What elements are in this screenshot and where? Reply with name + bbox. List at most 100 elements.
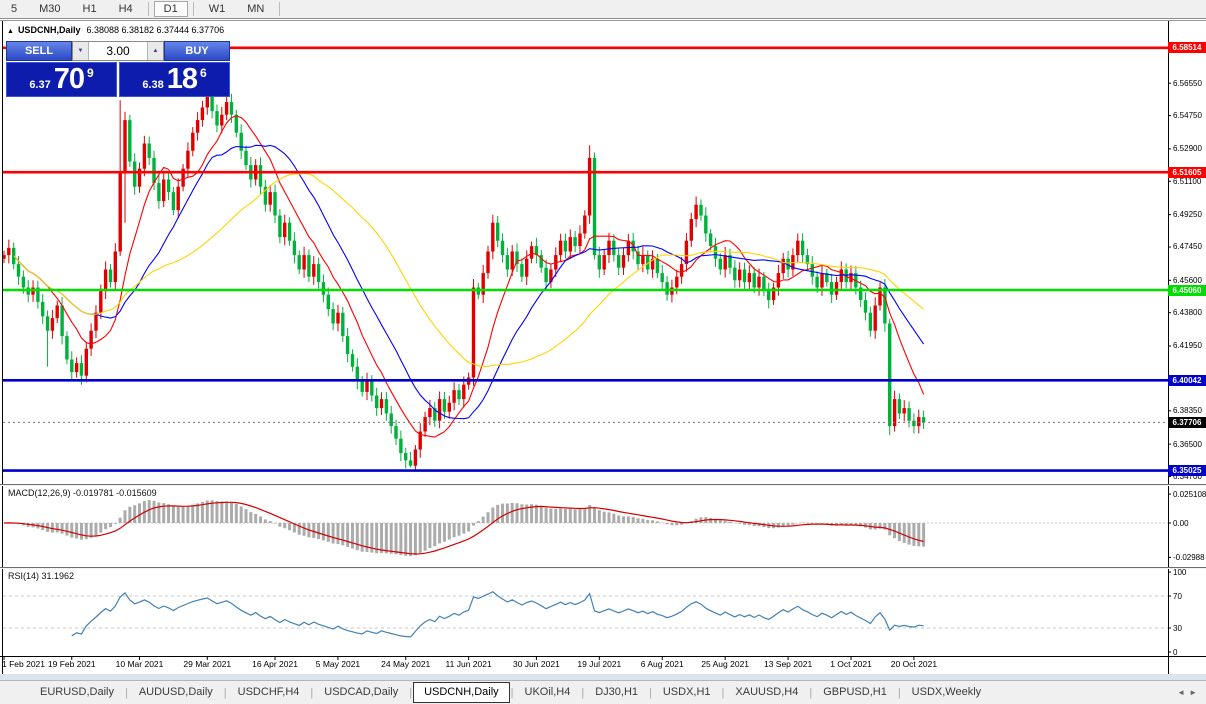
chart-symbol-label: USDCNH,Daily xyxy=(17,25,81,35)
tab-usdcnh-daily[interactable]: USDCNH,Daily xyxy=(413,682,510,703)
date-tick-label: 24 May 2021 xyxy=(381,659,431,669)
price-tick-label: 6.54750 xyxy=(1173,111,1202,121)
tab-separator: | xyxy=(581,686,585,699)
rsi-axis-label: 100 xyxy=(1173,568,1187,577)
tab-separator: | xyxy=(510,686,514,699)
level-price-label: 6.35025 xyxy=(1168,465,1206,477)
chart-tabs-bar: EURUSD,Daily | AUDUSD,Daily | USDCHF,H4 | USDC… xyxy=(0,680,1206,704)
timeframe-button-h4[interactable]: H4 xyxy=(118,3,133,15)
volume-stepper: ▼ 3.00 ▲ xyxy=(72,41,164,61)
sell-price-pips: 70 xyxy=(53,63,85,95)
tabs-scroll-left-icon: ◄ xyxy=(1177,688,1190,697)
chart-title: ▲ USDCNH,Daily 6.38088 6.38182 6.37444 6.3… xyxy=(7,25,224,35)
timeframe-button-m30[interactable]: M30 xyxy=(39,3,61,15)
sell-quote-button[interactable]: 6.37 70 9 xyxy=(6,62,117,97)
tab-ukoil-h4[interactable]: UKOil,H4 xyxy=(524,686,571,698)
date-tick-label: 29 Mar 2021 xyxy=(183,659,232,669)
toolbar-separator xyxy=(147,2,149,16)
tab-xauusd-h4[interactable]: XAUUSD,H4 xyxy=(735,686,799,698)
price-tick-label: 6.41950 xyxy=(1173,341,1202,351)
level-price-label: 6.45060 xyxy=(1168,284,1206,296)
price-tick-label: 6.47450 xyxy=(1173,242,1202,252)
volume-increase-button[interactable]: ▲ xyxy=(147,42,163,60)
date-tick-label: 20 Oct 2021 xyxy=(890,659,938,669)
macd-values: -0.019781 -0.015609 xyxy=(73,488,157,498)
arrow-up-icon: ▲ xyxy=(152,48,159,54)
date-tick-label: 16 Apr 2021 xyxy=(252,659,298,669)
tab-separator: | xyxy=(310,686,314,699)
timeframe-button-mn[interactable]: MN xyxy=(247,3,265,15)
tab-separator: | xyxy=(721,686,725,699)
date-tick-label: 11 Jun 2021 xyxy=(445,659,492,669)
tab-usdcad-daily[interactable]: USDCAD,Daily xyxy=(324,686,399,698)
macd-axis-label: 0.025108 xyxy=(1173,489,1206,499)
sell-price-base: 6.37 xyxy=(29,79,51,91)
date-tick-label: 19 Feb 2021 xyxy=(47,659,96,669)
chart-hscrollbar[interactable] xyxy=(0,674,1206,680)
tab-gbpusd-h1[interactable]: GBPUSD,H1 xyxy=(823,686,887,698)
chart-canvas[interactable] xyxy=(3,23,1168,656)
price-tick-label: 6.49250 xyxy=(1173,210,1202,220)
level-price-label: 6.40042 xyxy=(1168,374,1206,386)
price-tick-label: 6.38350 xyxy=(1173,406,1202,416)
date-tick-label: 1 Oct 2021 xyxy=(830,659,872,669)
buy-price-pips: 18 xyxy=(166,63,198,95)
tab-usdx-h1[interactable]: USDX,H1 xyxy=(662,686,711,698)
sell-button[interactable]: SELL xyxy=(6,41,72,61)
date-tick-label: 13 Sep 2021 xyxy=(763,659,813,669)
tabs-scroll-right-icon: ► xyxy=(1189,688,1201,697)
chart-expand-icon[interactable]: ▲ xyxy=(7,28,14,35)
rsi-axis-label: 30 xyxy=(1173,624,1182,633)
pane-separator-rsi[interactable] xyxy=(0,567,1206,569)
arrow-down-icon: ▼ xyxy=(77,48,84,54)
date-tick-label: 30 Jun 2021 xyxy=(512,659,560,669)
timeframe-button-d1[interactable]: D1 xyxy=(153,1,188,17)
current-price-label: 6.37706 xyxy=(1168,416,1206,428)
tab-audusd-daily[interactable]: AUDUSD,Daily xyxy=(138,686,213,698)
buy-quote-button[interactable]: 6.38 18 6 xyxy=(119,62,230,97)
buy-price-pipette: 6 xyxy=(200,66,207,80)
volume-decrease-button[interactable]: ▼ xyxy=(73,42,89,60)
timeframe-button-w1[interactable]: W1 xyxy=(208,3,226,15)
rsi-axis-label: 70 xyxy=(1173,592,1182,601)
rsi-value: 31.1962 xyxy=(41,571,75,581)
tab-usdx-weekly[interactable]: USDX,Weekly xyxy=(911,686,982,698)
tab-separator: | xyxy=(409,686,413,699)
macd-axis-label: 0.00 xyxy=(1173,518,1189,528)
tab-usdchf-h4[interactable]: USDCHF,H4 xyxy=(237,686,300,698)
date-tick-label: 25 Aug 2021 xyxy=(701,659,750,669)
timeframe-toolbar: 5 M30 H1 H4 D1 W1 MN xyxy=(0,0,1206,19)
rsi-label: RSI(14) 31.1962 xyxy=(8,571,75,581)
price-tick-label: 6.36500 xyxy=(1173,439,1202,449)
tab-separator: | xyxy=(809,686,813,699)
date-tick-label: 1 Feb 2021 xyxy=(2,659,46,669)
macd-label: MACD(12,26,9) -0.019781 -0.015609 xyxy=(8,488,157,498)
tab-separator: | xyxy=(124,686,128,699)
price-tick-label: 6.45600 xyxy=(1173,275,1202,285)
tab-eurusd-daily[interactable]: EURUSD,Daily xyxy=(40,686,114,698)
price-tick-label: 6.43800 xyxy=(1173,308,1202,318)
tab-separator: | xyxy=(223,686,227,699)
price-tick-label: 6.34700 xyxy=(1173,471,1202,481)
toolbar-separator xyxy=(279,2,281,16)
date-tick-label: 6 Aug 2021 xyxy=(640,659,684,669)
volume-input[interactable]: 3.00 xyxy=(106,44,130,58)
tab-dj30-h1[interactable]: DJ30,H1 xyxy=(595,686,638,698)
toolbar-separator xyxy=(192,2,194,16)
timeframe-button-h1[interactable]: H1 xyxy=(82,3,97,15)
buy-button[interactable]: BUY xyxy=(164,41,230,61)
price-tick-label: 6.51100 xyxy=(1173,176,1202,186)
pane-separator-macd[interactable] xyxy=(0,484,1206,486)
tabs-scroll-arrows[interactable]: ◄► xyxy=(1177,688,1201,697)
tab-separator: | xyxy=(897,686,901,699)
buy-price-base: 6.38 xyxy=(142,79,164,91)
timeframe-button-5[interactable]: 5 xyxy=(11,3,18,15)
macd-axis-label: -0.02988 xyxy=(1173,552,1205,562)
date-tick-label: 5 May 2021 xyxy=(315,659,361,669)
date-tick-label: 10 Mar 2021 xyxy=(115,659,164,669)
level-price-label: 6.51605 xyxy=(1168,166,1206,178)
sell-price-pipette: 9 xyxy=(87,66,94,80)
one-click-trading-panel: SELL ▼ 3.00 ▲ BUY 6.37 70 9 6.38 18 6 xyxy=(6,41,230,97)
price-tick-label: 6.56550 xyxy=(1173,78,1202,88)
